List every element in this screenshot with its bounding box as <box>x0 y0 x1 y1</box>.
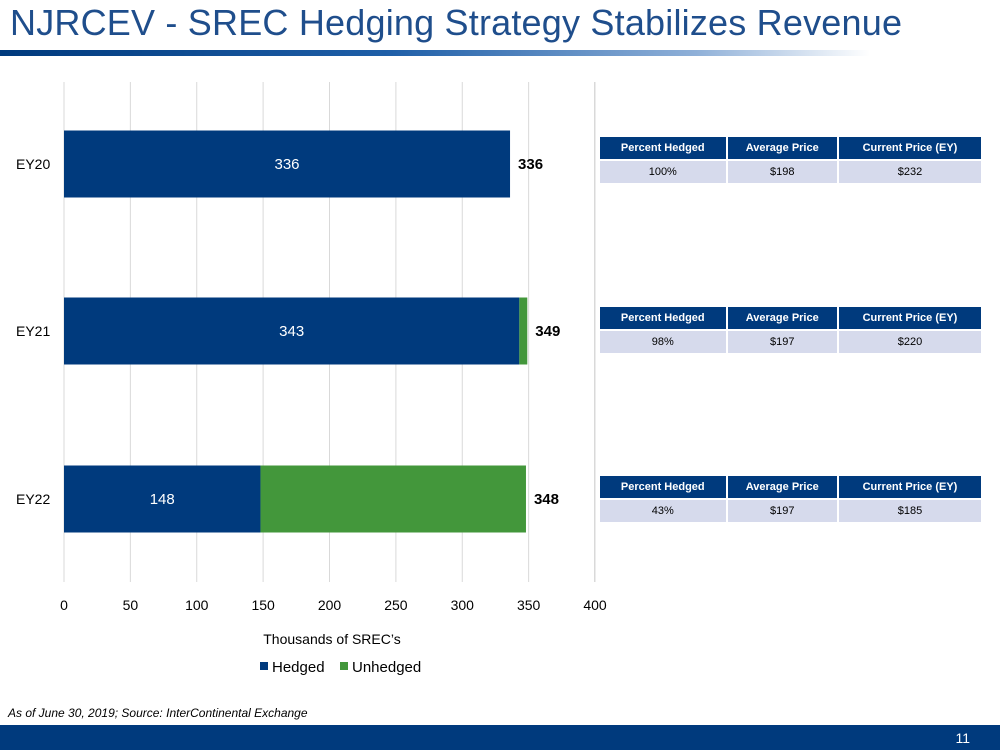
cell-current-price: $232 <box>838 161 981 183</box>
legend-hedged-label: Hedged <box>272 659 325 676</box>
slide-title: NJRCEV - SREC Hedging Strategy Stabilize… <box>10 2 903 43</box>
category-label: EY21 <box>16 323 50 339</box>
unhedged-bar <box>519 297 528 365</box>
hedged-data-label: 343 <box>279 323 304 340</box>
x-tick-label: 350 <box>517 597 541 613</box>
hedge-table-ey22: Percent Hedged Average Price Current Pri… <box>598 476 983 522</box>
x-tick-label: 50 <box>123 597 139 613</box>
x-tick-label: 0 <box>60 597 68 613</box>
chart-table-divider <box>594 82 595 582</box>
total-data-label: 336 <box>518 156 543 173</box>
legend-unhedged-label: Unhedged <box>352 659 421 676</box>
hedged-bar <box>64 130 511 198</box>
hedged-bar <box>64 297 520 365</box>
header-percent-hedged: Percent Hedged <box>600 137 726 161</box>
cell-current-price: $185 <box>838 500 981 522</box>
legend-hedged-swatch <box>260 662 268 670</box>
total-data-label: 348 <box>534 491 559 508</box>
cell-current-price: $220 <box>838 331 981 353</box>
page-number: 11 <box>955 730 970 746</box>
x-tick-label: 400 <box>583 597 607 613</box>
hedged-data-label: 336 <box>275 156 300 173</box>
cell-average-price: $197 <box>727 331 837 353</box>
footer-bar: 11 <box>0 725 1000 750</box>
cell-percent-hedged: 98% <box>600 331 726 353</box>
title-underline <box>0 50 870 56</box>
hedge-table-ey21: Percent Hedged Average Price Current Pri… <box>598 307 983 353</box>
srec-hedging-chart: 0 50 100 150 200 250 300 350 400 EY20 336 336 EY21 34… <box>16 82 607 676</box>
hedged-bar <box>64 465 261 533</box>
header-average-price: Average Price <box>727 476 837 500</box>
header-average-price: Average Price <box>727 137 837 161</box>
header-current-price: Current Price (EY) <box>838 307 981 331</box>
header-average-price: Average Price <box>727 307 837 331</box>
category-label: EY22 <box>16 491 50 507</box>
x-tick-label: 150 <box>251 597 275 613</box>
header-current-price: Current Price (EY) <box>838 137 981 161</box>
legend-unhedged-swatch <box>340 662 348 670</box>
unhedged-bar <box>260 465 526 533</box>
x-tick-label: 100 <box>185 597 209 613</box>
header-percent-hedged: Percent Hedged <box>600 476 726 500</box>
hedge-table-ey20: Percent Hedged Average Price Current Pri… <box>598 137 983 183</box>
x-tick-label: 200 <box>318 597 342 613</box>
cell-average-price: $198 <box>727 161 837 183</box>
cell-percent-hedged: 100% <box>600 161 726 183</box>
x-axis-title: Thousands of SREC’s <box>263 631 400 647</box>
total-data-label: 349 <box>535 323 560 340</box>
cell-average-price: $197 <box>727 500 837 522</box>
category-label: EY20 <box>16 156 50 172</box>
header-current-price: Current Price (EY) <box>838 476 981 500</box>
x-tick-label: 300 <box>451 597 475 613</box>
source-footnote: As of June 30, 2019; Source: InterContin… <box>8 706 308 720</box>
hedged-data-label: 148 <box>150 491 175 508</box>
x-tick-label: 250 <box>384 597 408 613</box>
cell-percent-hedged: 43% <box>600 500 726 522</box>
header-percent-hedged: Percent Hedged <box>600 307 726 331</box>
